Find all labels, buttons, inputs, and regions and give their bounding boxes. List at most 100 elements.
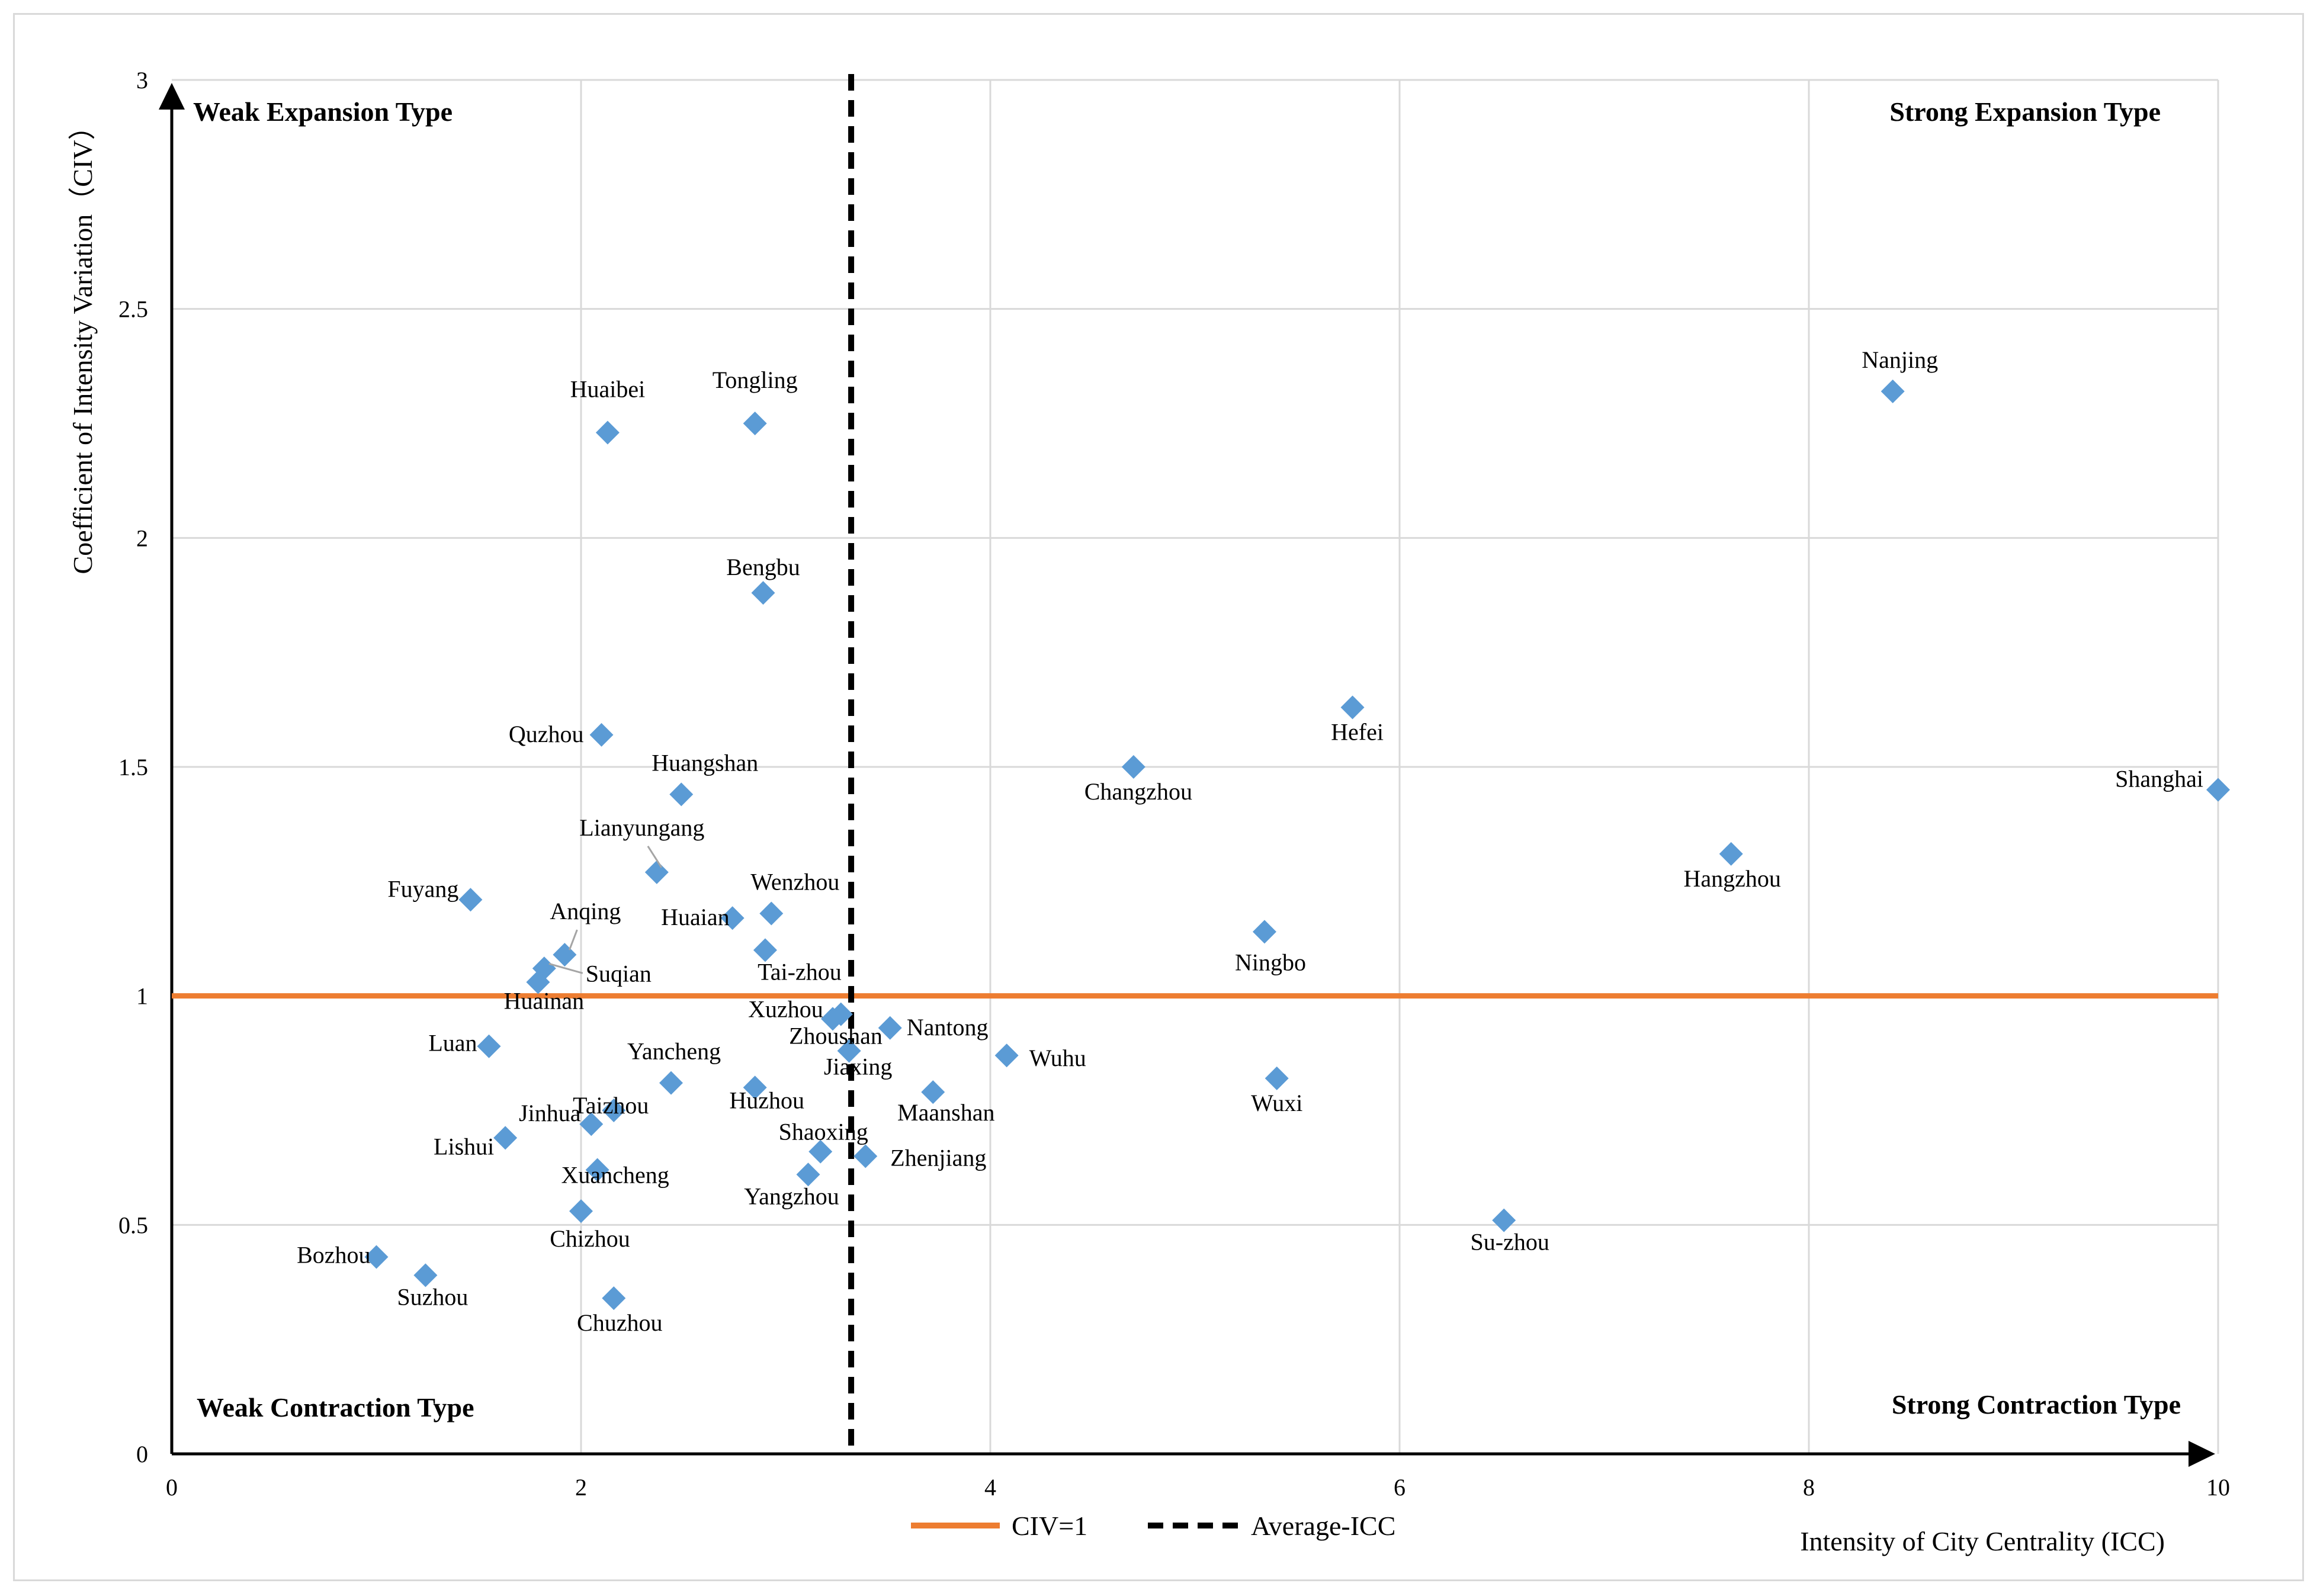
point-label-su-zhou: Su-zhou	[1471, 1229, 1549, 1255]
point-label-tai-zhou: Tai-zhou	[758, 958, 842, 985]
point-suzhou	[413, 1263, 438, 1287]
point-jiaxing	[837, 1039, 861, 1063]
point-label-chizhou: Chizhou	[550, 1225, 630, 1252]
legend-civ-label: CIV=1	[1012, 1511, 1087, 1541]
y-tick-label-1: 0.5	[118, 1212, 148, 1238]
point-label-wuxi: Wuxi	[1251, 1090, 1302, 1116]
quadrant-top-right-label: Strong Expansion Type	[1889, 97, 2161, 127]
point-labels: Nanjing Huaibei Tongling Bengbu Hefei Quzhou H…	[297, 346, 2203, 1336]
point-taizhou	[602, 1099, 626, 1122]
point-label-jiaxing: Jiaxing	[824, 1053, 893, 1080]
point-luan	[477, 1034, 501, 1058]
axes	[159, 83, 2215, 1467]
point-label-huainan: Huainan	[504, 987, 585, 1014]
leader-lianyungang	[647, 846, 663, 868]
point-label-huzhou: Huzhou	[729, 1087, 804, 1113]
point-label-zhenjiang: Zhenjiang	[890, 1144, 986, 1171]
x-tick-label-4: 8	[1803, 1474, 1815, 1501]
point-huaian	[720, 906, 745, 930]
point-label-quzhou: Quzhou	[509, 721, 584, 747]
tick-labels: 0 2 4 6 8 10 0 0.5 1 1.5 2 2.5 3	[118, 67, 2230, 1501]
reference-lines	[172, 74, 2218, 1454]
point-huaibei	[595, 420, 620, 445]
point-fuyang	[458, 888, 483, 912]
point-su-zhou	[1492, 1208, 1516, 1232]
grid-lines	[172, 79, 2219, 1454]
leader-anqing	[568, 929, 578, 950]
point-tai-zhou	[753, 938, 777, 962]
point-quzhou	[589, 722, 614, 747]
point-label-lianyungang: Lianyungang	[579, 814, 704, 841]
quadrant-bottom-right-label: Strong Contraction Type	[1892, 1389, 2181, 1420]
point-yancheng	[659, 1071, 684, 1095]
y-tick-label-6: 3	[136, 67, 148, 94]
point-maanshan	[921, 1080, 945, 1104]
point-xuancheng	[585, 1158, 609, 1182]
point-label-huangshan: Huangshan	[652, 749, 758, 776]
point-label-shanghai: Shanghai	[2115, 766, 2203, 792]
y-tick-label-5: 2.5	[118, 296, 148, 323]
point-label-suqian: Suqian	[586, 960, 652, 987]
point-label-yangzhou: Yangzhou	[744, 1183, 839, 1209]
point-label-huaian: Huaian	[661, 904, 730, 930]
point-label-yancheng: Yancheng	[627, 1038, 721, 1065]
point-anqing	[553, 943, 577, 967]
point-label-anqing: Anqing	[550, 898, 621, 924]
point-hefei	[1340, 695, 1365, 720]
point-label-ningbo: Ningbo	[1235, 949, 1306, 975]
legend: CIV=1 Average-ICC	[911, 1511, 1395, 1541]
point-jinhua	[579, 1112, 604, 1136]
y-tick-label-0: 0	[136, 1441, 148, 1467]
point-label-nantong: Nantong	[907, 1014, 989, 1041]
x-tick-label-0: 0	[166, 1474, 178, 1501]
y-tick-label-3: 1.5	[118, 754, 148, 781]
point-hangzhou	[1719, 842, 1743, 866]
y-axis-title: Coefficient of Intensity Variation（CIV）	[68, 113, 98, 574]
point-huzhou	[743, 1075, 767, 1100]
point-label-maanshan: Maanshan	[897, 1099, 994, 1126]
point-shanghai	[2206, 778, 2230, 802]
point-ningbo	[1252, 920, 1276, 944]
point-label-zhoushan: Zhoushan	[789, 1022, 883, 1049]
point-label-tongling: Tongling	[713, 367, 798, 393]
x-tick-label-1: 2	[575, 1474, 587, 1501]
point-label-fuyang: Fuyang	[387, 875, 458, 902]
point-nanjing	[1881, 379, 1905, 403]
point-label-lishui: Lishui	[434, 1133, 494, 1160]
y-tick-label-2: 1	[136, 983, 148, 1010]
x-axis-arrow	[2189, 1441, 2215, 1467]
point-chizhou	[569, 1199, 593, 1224]
x-tick-label-3: 6	[1394, 1474, 1406, 1501]
point-wuxi	[1265, 1066, 1289, 1090]
point-wenzhou	[759, 901, 784, 926]
point-label-xuancheng: Xuancheng	[561, 1162, 669, 1189]
x-axis-title: Intensity of City Centrality (ICC)	[1800, 1526, 2165, 1556]
legend-average-icc-label: Average-ICC	[1251, 1511, 1395, 1541]
point-label-hangzhou: Hangzhou	[1684, 865, 1781, 892]
x-tick-label-2: 4	[984, 1474, 996, 1501]
chart-frame	[13, 13, 2304, 1581]
point-label-bozhou: Bozhou	[297, 1241, 370, 1268]
point-zhenjiang	[853, 1144, 878, 1168]
point-bengbu	[751, 581, 775, 605]
point-huainan	[526, 970, 550, 994]
quadrant-top-left-label: Weak Expansion Type	[193, 97, 453, 127]
point-label-jinhua: Jinhua	[519, 1100, 581, 1126]
point-shaoxing	[808, 1139, 833, 1164]
point-tongling	[743, 412, 767, 435]
point-nantong	[878, 1016, 902, 1040]
x-tick-label-5: 10	[2206, 1474, 2230, 1501]
point-label-bengbu: Bengbu	[726, 554, 800, 580]
point-label-changzhou: Changzhou	[1084, 778, 1192, 805]
point-huangshan	[669, 782, 694, 807]
point-label-nanjing: Nanjing	[1862, 346, 1938, 373]
point-label-suzhou: Suzhou	[397, 1283, 468, 1310]
point-lianyungang	[644, 860, 669, 884]
point-changzhou	[1121, 755, 1145, 779]
point-label-luan: Luan	[428, 1030, 477, 1056]
point-chuzhou	[602, 1286, 626, 1311]
leader-suqian	[548, 962, 583, 974]
data-points	[364, 379, 2230, 1311]
y-axis-arrow	[159, 83, 185, 110]
